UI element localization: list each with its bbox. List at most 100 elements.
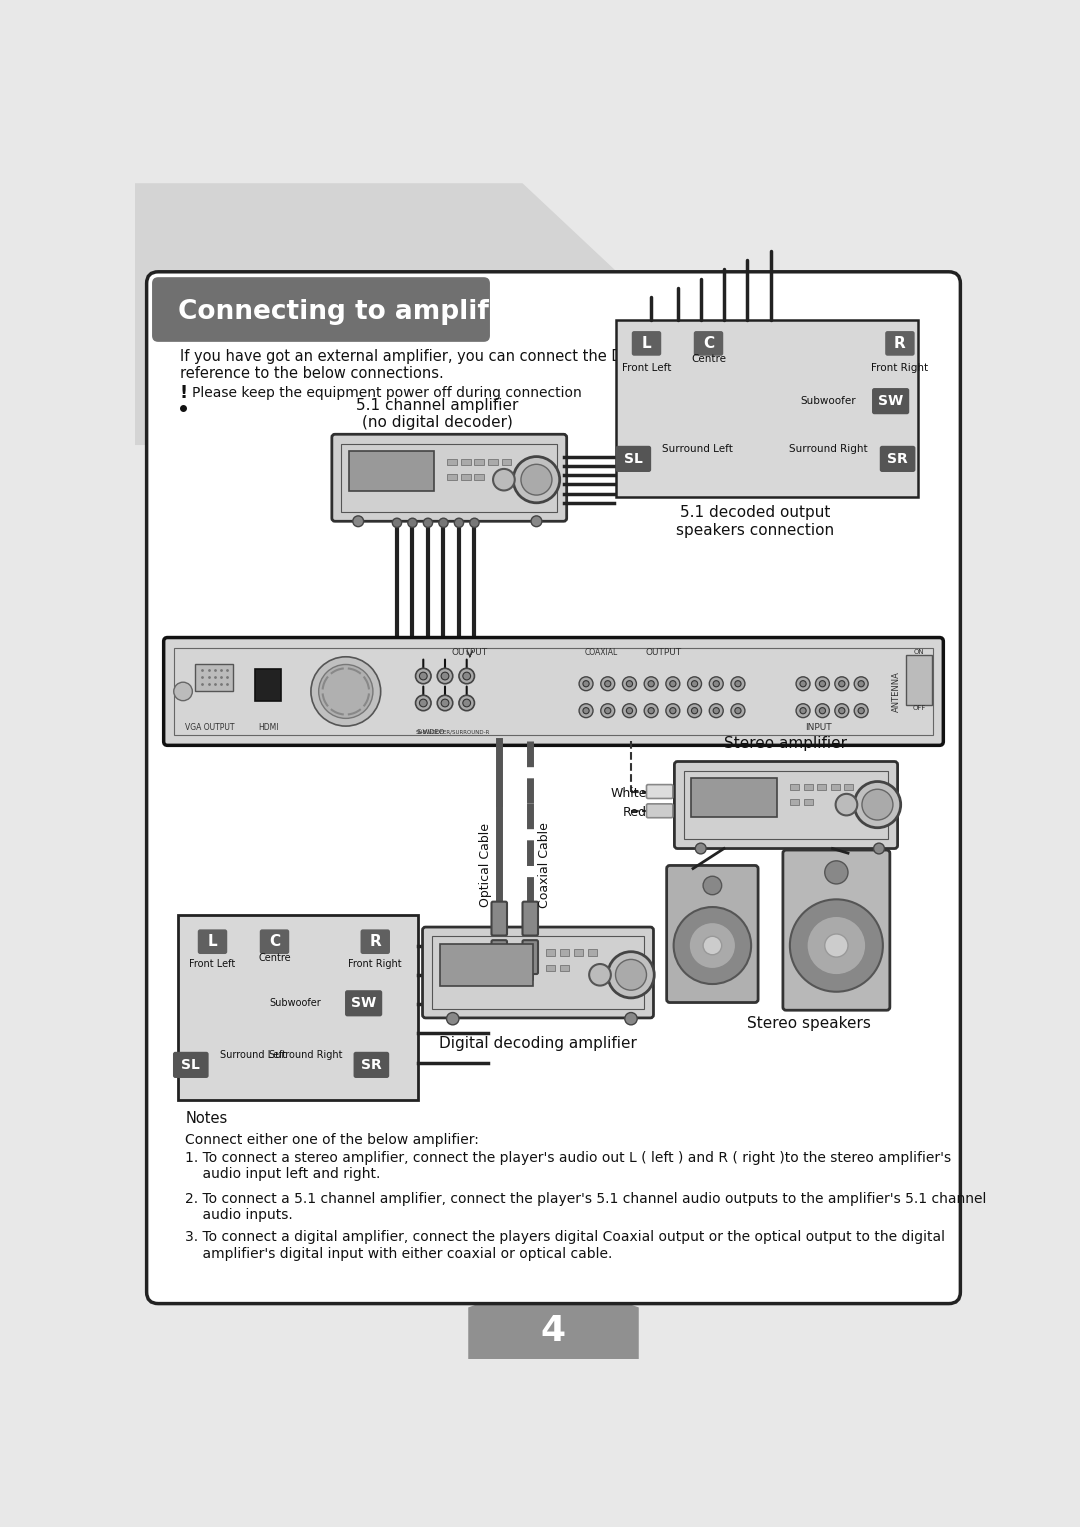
- FancyBboxPatch shape: [789, 783, 799, 789]
- FancyBboxPatch shape: [332, 434, 567, 521]
- Circle shape: [835, 704, 849, 718]
- FancyBboxPatch shape: [880, 446, 916, 472]
- FancyBboxPatch shape: [804, 783, 813, 789]
- Circle shape: [731, 704, 745, 718]
- FancyBboxPatch shape: [545, 950, 555, 956]
- Text: SL: SL: [624, 452, 643, 466]
- FancyBboxPatch shape: [872, 388, 909, 414]
- Circle shape: [796, 704, 810, 718]
- Text: R: R: [369, 935, 381, 950]
- Text: VGA OUTPUT: VGA OUTPUT: [186, 724, 235, 731]
- Text: OFF: OFF: [913, 704, 926, 710]
- Circle shape: [815, 704, 829, 718]
- FancyBboxPatch shape: [559, 950, 569, 956]
- Circle shape: [859, 681, 864, 687]
- Text: Stereo amplifier: Stereo amplifier: [725, 736, 848, 751]
- Circle shape: [579, 676, 593, 690]
- Text: Stereo speakers: Stereo speakers: [747, 1017, 872, 1031]
- Text: OUTPUT: OUTPUT: [646, 649, 681, 658]
- Circle shape: [703, 876, 721, 895]
- Circle shape: [616, 959, 647, 989]
- Circle shape: [423, 518, 433, 527]
- Text: HDMI: HDMI: [258, 724, 279, 731]
- Circle shape: [605, 681, 611, 687]
- Text: Digital decoding amplifier: Digital decoding amplifier: [440, 1037, 637, 1052]
- Text: Surround Left: Surround Left: [220, 1051, 286, 1060]
- Circle shape: [703, 936, 721, 954]
- Text: Surround Right: Surround Right: [269, 1051, 342, 1060]
- FancyBboxPatch shape: [783, 851, 890, 1011]
- Circle shape: [311, 657, 380, 727]
- Text: Connecting to amplifier: Connecting to amplifier: [177, 299, 528, 325]
- Circle shape: [463, 699, 471, 707]
- Circle shape: [625, 1012, 637, 1025]
- Text: Front Left: Front Left: [189, 959, 235, 968]
- FancyBboxPatch shape: [573, 950, 583, 956]
- Circle shape: [605, 707, 611, 713]
- FancyBboxPatch shape: [353, 1052, 389, 1078]
- FancyBboxPatch shape: [194, 664, 233, 692]
- FancyBboxPatch shape: [501, 460, 511, 466]
- Text: ON: ON: [914, 649, 924, 655]
- Text: Subwoofer: Subwoofer: [800, 395, 855, 406]
- FancyBboxPatch shape: [559, 965, 569, 971]
- Circle shape: [590, 964, 611, 985]
- FancyBboxPatch shape: [616, 446, 651, 472]
- FancyBboxPatch shape: [147, 272, 960, 1304]
- Circle shape: [437, 695, 453, 710]
- Text: !: !: [180, 383, 188, 402]
- Circle shape: [608, 951, 654, 999]
- Circle shape: [815, 676, 829, 690]
- Circle shape: [734, 707, 741, 713]
- Circle shape: [800, 681, 806, 687]
- Circle shape: [670, 681, 676, 687]
- FancyBboxPatch shape: [906, 655, 932, 704]
- Circle shape: [600, 676, 615, 690]
- Circle shape: [463, 672, 471, 680]
- Circle shape: [531, 516, 542, 527]
- FancyBboxPatch shape: [647, 785, 673, 799]
- FancyBboxPatch shape: [632, 331, 661, 356]
- Circle shape: [579, 704, 593, 718]
- FancyBboxPatch shape: [666, 866, 758, 1003]
- Text: OUTPUT: OUTPUT: [451, 649, 488, 658]
- FancyBboxPatch shape: [845, 783, 853, 789]
- Text: COAXIAL: COAXIAL: [585, 649, 618, 658]
- Text: Please keep the equipment power off during connection: Please keep the equipment power off duri…: [192, 386, 582, 400]
- Circle shape: [441, 699, 449, 707]
- Circle shape: [825, 935, 848, 957]
- Circle shape: [854, 782, 901, 828]
- Circle shape: [494, 469, 515, 490]
- Circle shape: [807, 916, 866, 974]
- FancyBboxPatch shape: [177, 915, 418, 1099]
- FancyBboxPatch shape: [447, 475, 457, 481]
- Circle shape: [713, 681, 719, 687]
- Circle shape: [836, 794, 858, 815]
- FancyBboxPatch shape: [461, 475, 471, 481]
- Circle shape: [713, 707, 719, 713]
- Text: Coaxial Cable: Coaxial Cable: [538, 822, 551, 907]
- Text: SUBWOOFER/SURROUND-R: SUBWOOFER/SURROUND-R: [416, 730, 490, 734]
- Circle shape: [392, 518, 402, 527]
- Circle shape: [583, 681, 590, 687]
- FancyBboxPatch shape: [545, 965, 555, 971]
- Circle shape: [408, 518, 417, 527]
- Text: Centre: Centre: [258, 953, 291, 964]
- Circle shape: [626, 707, 633, 713]
- Circle shape: [459, 669, 474, 684]
- Text: Front Left: Front Left: [622, 362, 671, 373]
- FancyBboxPatch shape: [255, 669, 282, 701]
- Circle shape: [862, 789, 893, 820]
- Circle shape: [644, 704, 658, 718]
- Circle shape: [731, 676, 745, 690]
- FancyBboxPatch shape: [491, 941, 507, 974]
- Circle shape: [789, 899, 882, 991]
- FancyBboxPatch shape: [816, 783, 826, 789]
- Circle shape: [353, 516, 364, 527]
- Text: Surround Left: Surround Left: [662, 444, 733, 454]
- Text: 5.1 decoded output
speakers connection: 5.1 decoded output speakers connection: [676, 505, 834, 538]
- Circle shape: [696, 843, 706, 854]
- Circle shape: [859, 707, 864, 713]
- Circle shape: [691, 681, 698, 687]
- Circle shape: [854, 676, 868, 690]
